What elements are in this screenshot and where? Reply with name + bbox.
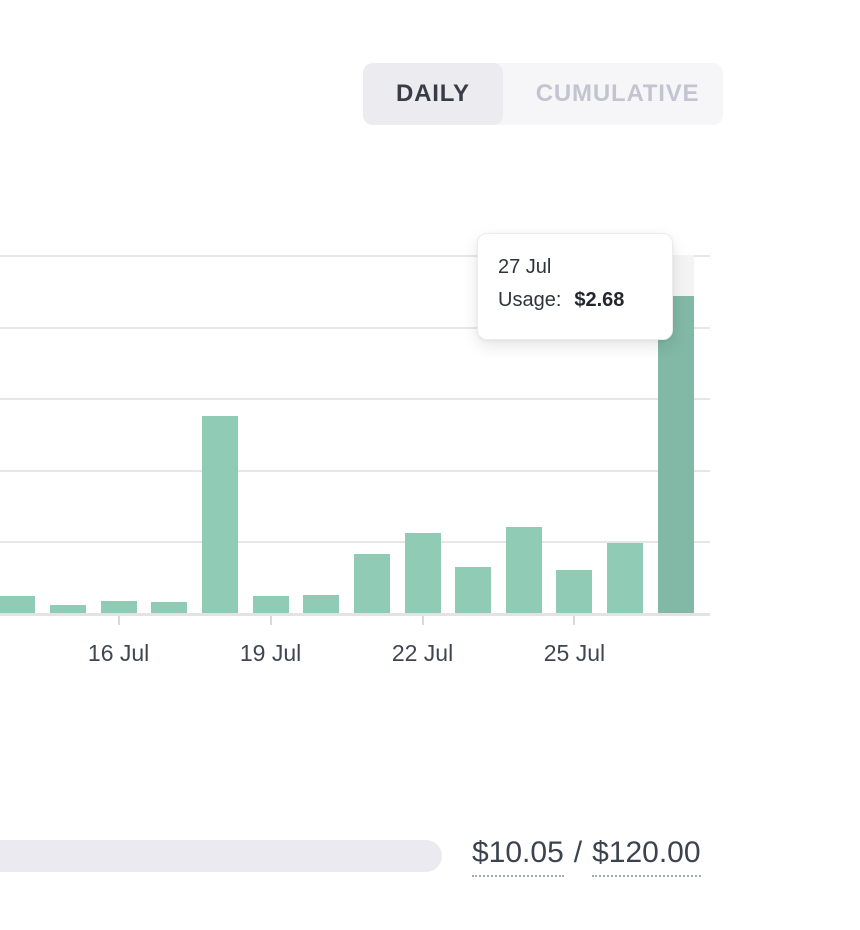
x-axis-tick [269, 616, 272, 625]
limit-amount[interactable]: $120.00 [592, 836, 701, 877]
tab-cumulative[interactable]: CUMULATIVE [503, 63, 733, 125]
bar-24-jul[interactable] [505, 527, 542, 613]
bar-20-jul[interactable] [303, 595, 340, 613]
budget-summary: $10.05 / $120.00 [472, 836, 701, 877]
bar-25-jul[interactable] [556, 570, 593, 613]
bar-16-jul[interactable] [100, 601, 137, 613]
x-axis-tick [117, 616, 120, 625]
summary-separator: / [573, 836, 583, 869]
bar-17-jul[interactable] [151, 602, 188, 613]
chart-tooltip: 27 Jul Usage: $2.68 [477, 233, 673, 340]
bar-18-jul[interactable] [201, 416, 238, 613]
tooltip-usage-label: Usage: [498, 289, 562, 311]
x-axis-line [0, 613, 710, 616]
usage-bar-chart [0, 255, 710, 613]
bar-26-jul[interactable] [607, 543, 644, 613]
x-axis-label-22-jul: 22 Jul [391, 640, 454, 666]
tooltip-date: 27 Jul [498, 256, 552, 278]
x-axis-label-25-jul: 25 Jul [543, 640, 606, 666]
bar-22-jul[interactable] [404, 533, 441, 613]
gridline [0, 255, 710, 257]
x-axis-label-19-jul: 19 Jul [239, 640, 302, 666]
gridline [0, 469, 710, 472]
tooltip-usage-value: $2.68 [574, 289, 625, 311]
used-amount[interactable]: $10.05 [472, 836, 564, 877]
bar-23-jul[interactable] [455, 567, 492, 613]
gridline [0, 398, 710, 401]
tab-daily[interactable]: DAILY [363, 63, 503, 125]
x-axis-label-16-jul: 16 Jul [87, 640, 150, 666]
gridline [0, 541, 710, 544]
view-mode-toggle: DAILY CUMULATIVE [363, 63, 723, 125]
x-axis-tick [573, 616, 576, 625]
bar-15-jul[interactable] [49, 605, 86, 613]
gridline [0, 326, 710, 329]
bar-21-jul[interactable] [353, 554, 390, 613]
bar-27-jul[interactable] [657, 296, 694, 613]
bar-19-jul[interactable] [252, 596, 289, 613]
bar-14-jul[interactable] [0, 596, 36, 613]
budget-progress-bar [0, 840, 442, 872]
x-axis-tick [421, 616, 424, 625]
